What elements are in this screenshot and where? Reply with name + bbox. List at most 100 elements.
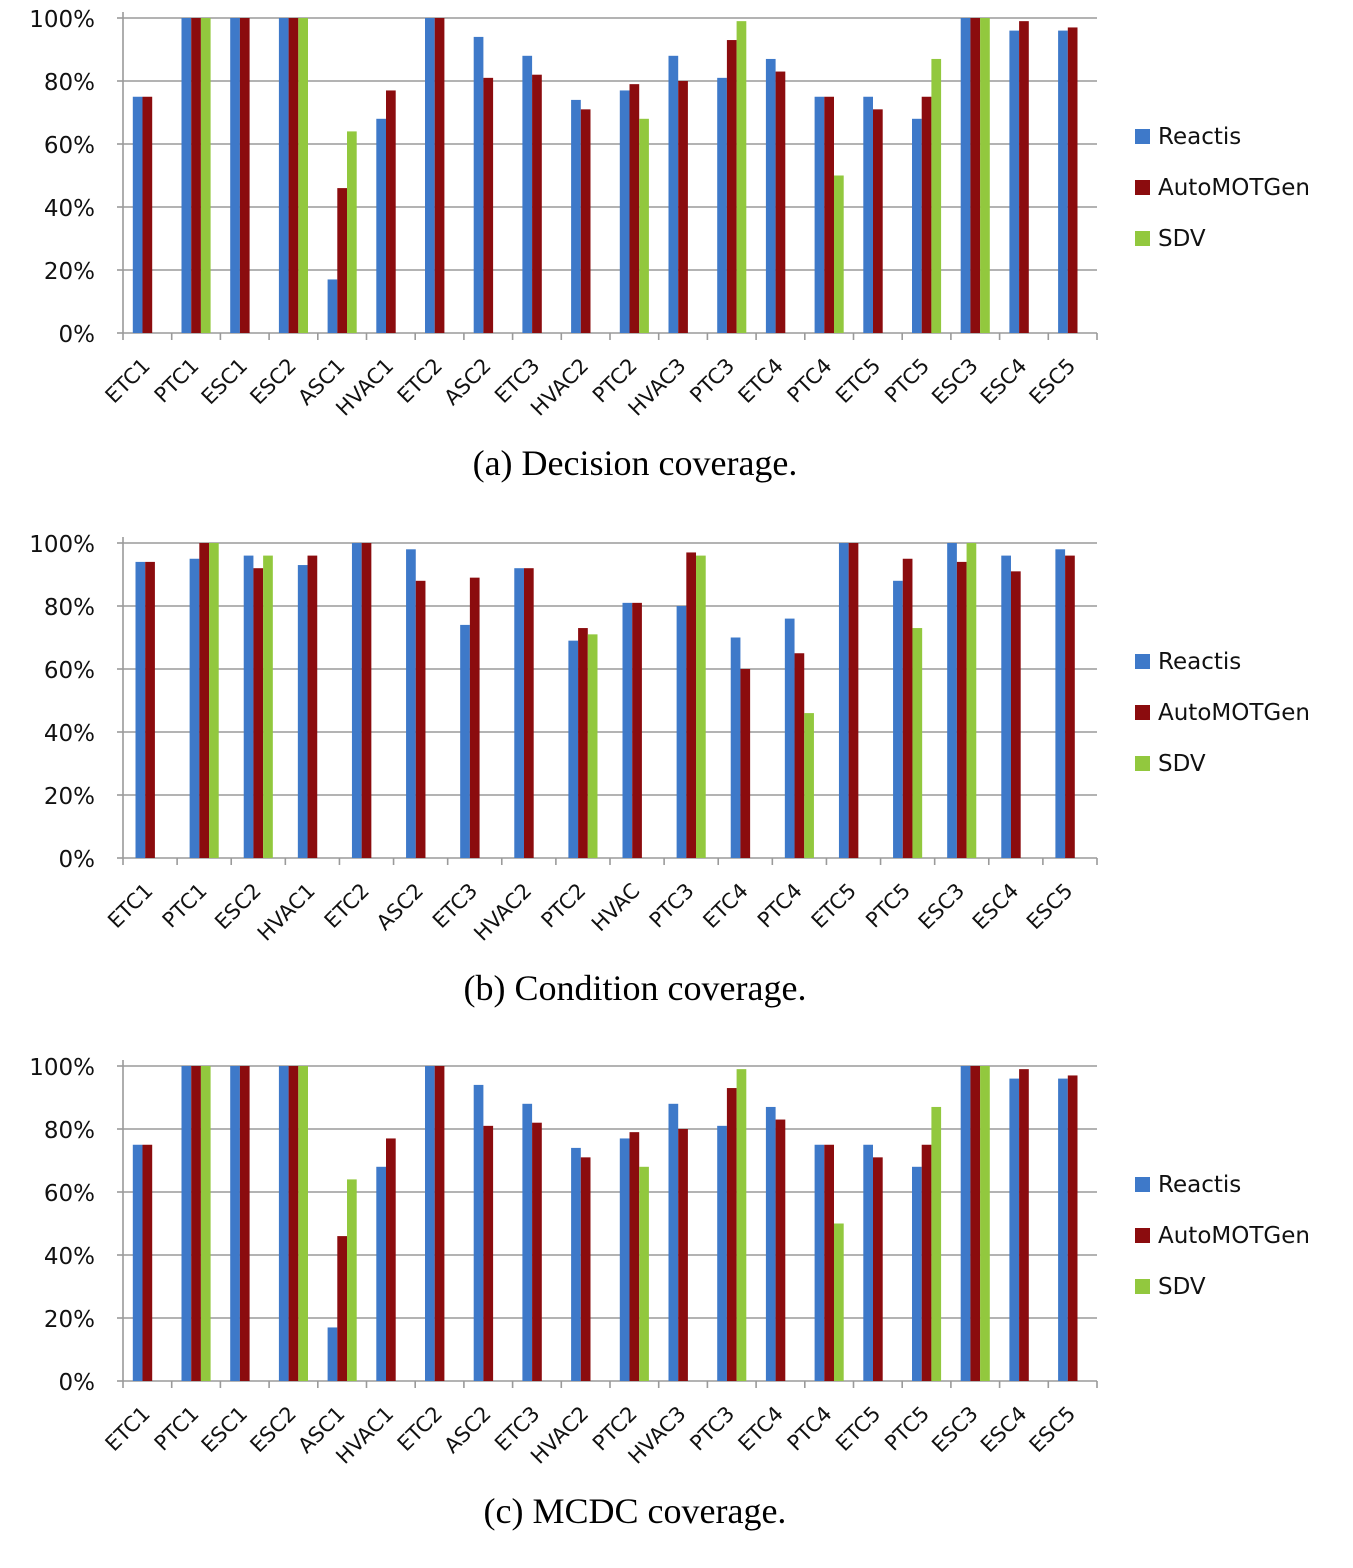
bar-automotgen-ptc4 [824, 1144, 834, 1381]
bar-reactis-ptc2 [619, 90, 630, 333]
legend-swatch-reactis [1135, 1177, 1150, 1192]
x-tick-label: ETC4 [698, 879, 752, 933]
x-tick-label: ETC2 [393, 1402, 447, 1456]
x-tick-label: ESC5 [1022, 879, 1078, 935]
bar-automotgen-ptc3 [726, 40, 737, 334]
bar-sdv-esc3 [980, 1066, 990, 1381]
x-tick-label: PTC2 [537, 879, 591, 933]
y-tick-label: 0% [59, 322, 96, 348]
bar-reactis-esc2 [278, 1066, 289, 1381]
y-tick-label: 0% [59, 847, 96, 873]
bar-automotgen-esc5 [1067, 27, 1078, 333]
y-tick-label: 80% [44, 70, 95, 96]
x-tick-label: PTC5 [880, 354, 934, 408]
x-tick-label: ETC1 [101, 1402, 155, 1456]
chart-panel-mcdc: 0% 20% 40% 60% 80% 100% ETC1 PTC1 ESC1 ESC2 ASC1 HV… [0, 1048, 1353, 1568]
bar-reactis-ptc1 [181, 1066, 192, 1381]
bar-reactis-esc2 [278, 18, 289, 333]
y-tick-label: 60% [44, 1181, 95, 1207]
bar-sdv-esc2 [298, 18, 308, 333]
x-tick-label: HVAC [587, 879, 645, 937]
bar-automotgen-hvac1 [386, 1138, 396, 1381]
bar-reactis-esc3 [960, 1066, 971, 1381]
legend-label-reactis: Reactis [1158, 124, 1241, 150]
bar-automotgen-etc4 [775, 1119, 786, 1381]
bar-reactis-ptc3 [717, 1125, 727, 1381]
bar-automotgen-ptc4 [824, 96, 834, 333]
x-tick-label: ETC1 [101, 354, 155, 408]
bar-reactis-etc1 [132, 1144, 143, 1381]
bar-sdv-ptc1 [209, 543, 219, 858]
legend-swatch-automotgen [1135, 180, 1150, 195]
bar-automotgen-esc2 [253, 568, 264, 858]
chart-mcdc-coverage: 0%20%40%60%80%100%ETC1PTC1ESC1ESC2ASC1HV… [29, 1055, 1310, 1469]
legend-swatch-automotgen [1135, 705, 1150, 720]
x-tick-label: ESC3 [914, 879, 970, 935]
bar-reactis-hvac3 [668, 55, 679, 334]
x-tick-label: ESC2 [245, 354, 301, 410]
x-tick-label: PTC1 [158, 879, 212, 933]
bar-automotgen-ptc2 [578, 628, 588, 858]
bar-reactis-esc3 [947, 543, 957, 858]
bar-sdv-ptc4 [804, 713, 814, 858]
bar-reactis-etc4 [765, 1106, 776, 1381]
bar-sdv-esc2 [263, 555, 273, 858]
bar-automotgen-ptc1 [191, 18, 201, 333]
x-tick-label: PTC4 [753, 879, 807, 933]
bar-automotgen-etc5 [873, 109, 883, 333]
bar-reactis-etc2 [425, 18, 435, 333]
x-tick-label: ETC1 [103, 879, 157, 933]
bar-automotgen-hvac2 [523, 568, 534, 858]
bar-reactis-etc4 [730, 637, 741, 858]
legend-label-reactis: Reactis [1158, 649, 1241, 675]
x-tick-label: ETC5 [831, 1402, 885, 1456]
x-tick-label: HVAC2 [469, 879, 536, 946]
bar-reactis-asc2 [406, 549, 416, 858]
bar-sdv-ptc3 [736, 1069, 747, 1381]
x-tick-label: ETC2 [320, 879, 374, 933]
bar-reactis-ptc4 [814, 1144, 825, 1381]
y-tick-label: 80% [44, 595, 95, 621]
bar-reactis-ptc5 [912, 118, 922, 333]
bar-automotgen-esc5 [1065, 555, 1075, 858]
y-tick-label: 80% [44, 1118, 95, 1144]
bar-reactis-etc4 [765, 58, 776, 333]
bar-reactis-asc2 [473, 1084, 484, 1381]
bar-sdv-ptc5 [931, 58, 942, 333]
x-tick-label: ESC4 [968, 879, 1024, 935]
bar-sdv-esc2 [298, 1066, 308, 1381]
x-tick-label: ESC4 [976, 354, 1032, 410]
bar-automotgen-hvac3 [678, 1129, 688, 1381]
bar-automotgen-ptc5 [921, 1144, 932, 1381]
bar-automotgen-esc3 [956, 561, 967, 858]
bar-automotgen-asc2 [483, 77, 494, 333]
y-tick-label: 100% [29, 1055, 95, 1081]
bar-automotgen-etc3 [532, 74, 542, 333]
bar-reactis-ptc2 [568, 640, 579, 858]
x-tick-label: ASC2 [439, 1402, 495, 1458]
bar-automotgen-hvac1 [386, 90, 396, 333]
legend-swatch-sdv [1135, 756, 1150, 771]
bar-automotgen-ptc3 [686, 552, 697, 858]
legend-swatch-sdv [1135, 1279, 1150, 1294]
x-tick-label: ETC5 [807, 879, 861, 933]
bar-reactis-esc4 [1009, 1078, 1020, 1381]
bar-reactis-esc1 [230, 18, 240, 333]
bar-sdv-ptc1 [200, 18, 211, 333]
y-tick-label: 20% [44, 784, 95, 810]
legend-swatch-sdv [1135, 231, 1150, 246]
bar-automotgen-asc2 [415, 580, 426, 858]
bar-reactis-ptc5 [912, 1166, 922, 1381]
x-tick-label: ETC4 [734, 354, 788, 408]
bar-reactis-asc1 [327, 1327, 338, 1381]
bar-reactis-ptc3 [676, 606, 687, 858]
y-tick-label: 20% [44, 259, 95, 285]
x-tick-label: ETC5 [831, 354, 885, 408]
y-tick-label: 100% [29, 532, 95, 558]
bar-sdv-ptc2 [639, 118, 649, 333]
bar-reactis-etc1 [132, 96, 143, 333]
bar-reactis-etc3 [522, 55, 533, 334]
x-tick-label: ESC1 [197, 1402, 253, 1458]
bar-reactis-esc3 [960, 18, 971, 333]
